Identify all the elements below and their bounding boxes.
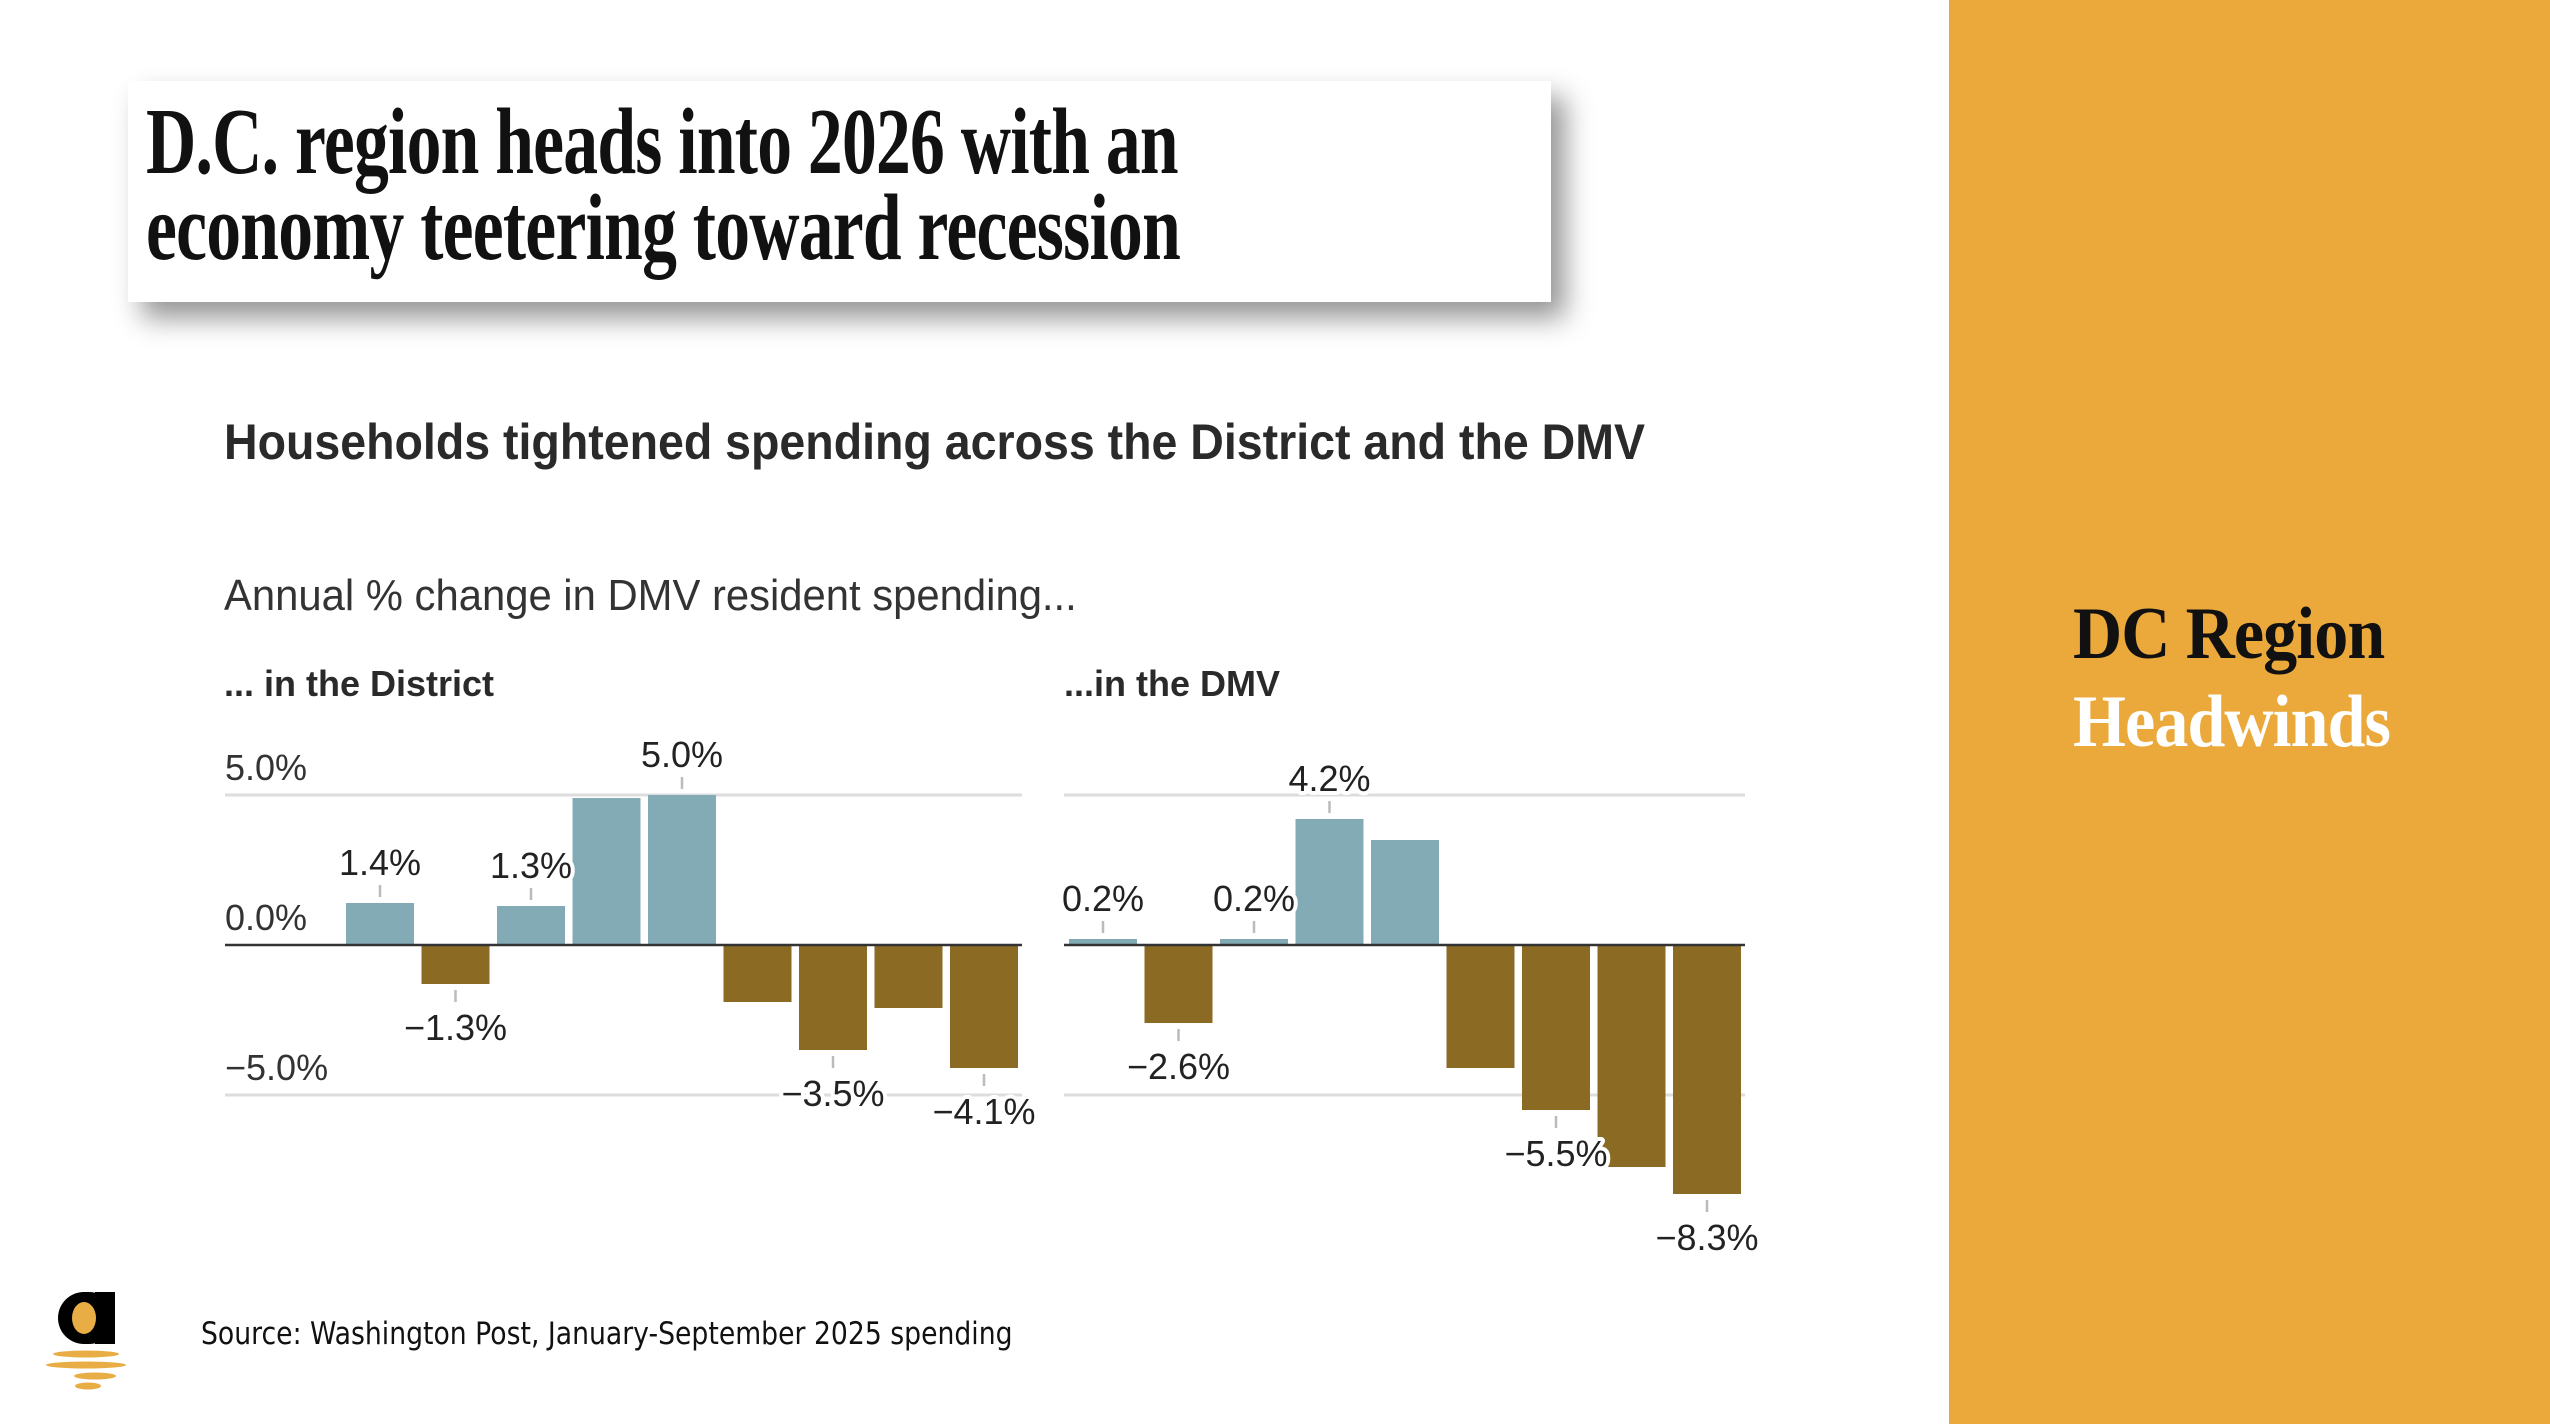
value-label: 4.2% bbox=[1288, 758, 1370, 799]
side-title-line-2: Headwinds bbox=[2073, 681, 2391, 763]
panel-label-dmv: ...in the DMV bbox=[1064, 663, 1280, 704]
bar bbox=[572, 798, 641, 945]
value-label: 1.3% bbox=[490, 845, 572, 886]
bar bbox=[799, 945, 867, 1050]
bar bbox=[497, 906, 565, 945]
bar bbox=[1069, 939, 1137, 945]
value-label: −2.6% bbox=[1127, 1046, 1230, 1087]
value-label: −8.3% bbox=[1655, 1217, 1758, 1258]
bar bbox=[421, 945, 490, 984]
value-label: −1.3% bbox=[404, 1007, 507, 1048]
side-title: DC Region Headwinds bbox=[2073, 590, 2391, 766]
chart-panel-2: 0.2% −2.6% 0.2% 4.2% −5.5% −8.3% bbox=[1058, 754, 1763, 1262]
bar bbox=[874, 945, 943, 1008]
bar bbox=[1597, 945, 1666, 1167]
value-label: 1.4% bbox=[339, 842, 421, 883]
value-label: 0.2% bbox=[1213, 878, 1295, 919]
headline-box: D.C. region heads into 2026 with an econ… bbox=[128, 81, 1551, 302]
value-label: −3.5% bbox=[781, 1073, 884, 1114]
bar bbox=[950, 945, 1018, 1068]
bar bbox=[346, 903, 414, 945]
bar bbox=[648, 795, 716, 945]
chart-panel-1: 5.0% 0.0% −5.0% 1.4% −1.3% 1.3% 5.0% −3.5% −4.1% bbox=[225, 730, 1040, 1136]
headline-line-2: economy teetering toward recession bbox=[146, 176, 1181, 280]
source-note: Source: Washington Post, January-Septemb… bbox=[201, 1316, 1013, 1352]
bar bbox=[1673, 945, 1741, 1194]
value-label: −4.1% bbox=[932, 1091, 1035, 1132]
y-tick-label: −5.0% bbox=[225, 1047, 328, 1088]
side-title-line-1: DC Region bbox=[2073, 593, 2385, 675]
value-label: −5.5% bbox=[1504, 1133, 1607, 1174]
chart-title: Households tightened spending across the… bbox=[224, 414, 1646, 470]
value-label: 0.2% bbox=[1062, 878, 1144, 919]
value-label: 5.0% bbox=[641, 734, 723, 775]
bar bbox=[1295, 819, 1364, 945]
bar bbox=[1522, 945, 1590, 1110]
bar bbox=[723, 945, 792, 1002]
bar bbox=[1144, 945, 1213, 1023]
bar bbox=[1220, 939, 1288, 945]
headline-line-1: D.C. region heads into 2026 with an bbox=[146, 90, 1179, 194]
y-tick-label: 0.0% bbox=[225, 897, 307, 938]
headline: D.C. region heads into 2026 with an econ… bbox=[146, 95, 1181, 275]
panel-label-district: ... in the District bbox=[224, 663, 495, 704]
side-panel: DC Region Headwinds bbox=[1949, 0, 2550, 1424]
bar bbox=[1371, 840, 1439, 945]
letter-a-sunset-logo-icon bbox=[46, 1292, 126, 1390]
y-tick-label: 5.0% bbox=[225, 747, 307, 788]
chart-subtitle: Annual % change in DMV resident spending… bbox=[224, 571, 1077, 620]
bar bbox=[1446, 945, 1515, 1068]
